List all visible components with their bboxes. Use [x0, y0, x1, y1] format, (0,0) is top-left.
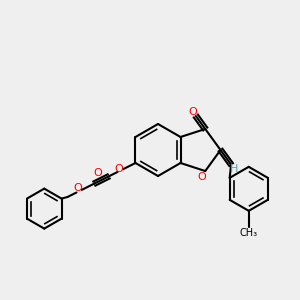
Text: H: H — [230, 164, 238, 174]
Text: O: O — [94, 168, 102, 178]
Text: O: O — [115, 164, 123, 174]
Text: O: O — [198, 172, 207, 182]
Text: CH₃: CH₃ — [240, 228, 258, 238]
Text: O: O — [188, 107, 197, 117]
Text: O: O — [74, 183, 82, 193]
